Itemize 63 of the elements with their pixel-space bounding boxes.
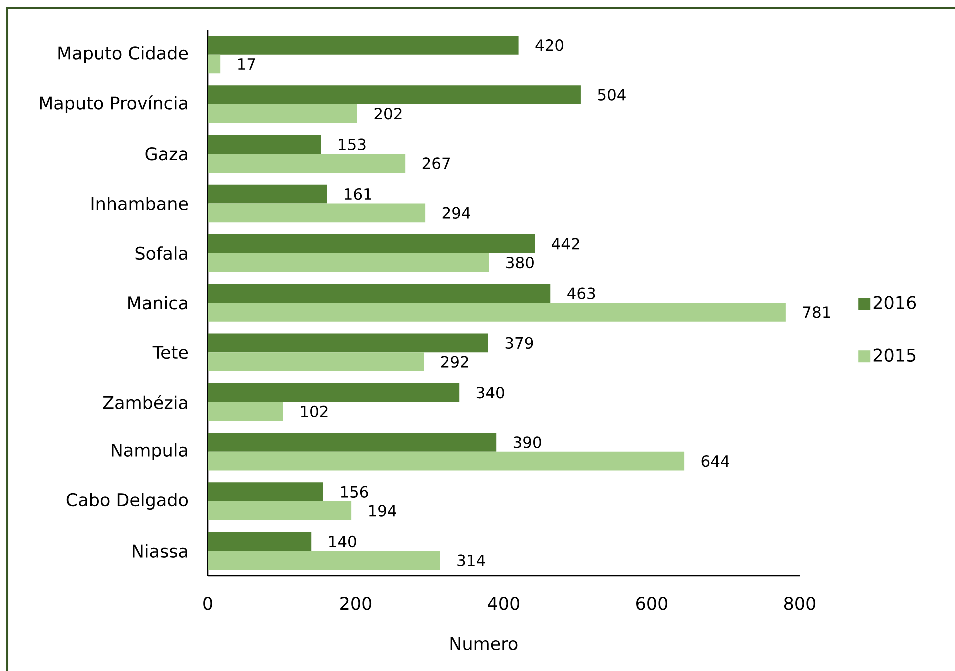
data-label: 156	[341, 486, 368, 498]
y-tick-label: Tete	[152, 346, 188, 360]
y-tick-label: Maputo Província	[40, 96, 188, 114]
bar	[208, 36, 519, 55]
y-tick-label: Maputo Cidade	[58, 46, 188, 64]
x-tick-label: 600	[636, 597, 668, 610]
bar	[208, 234, 536, 254]
x-tick-label: 200	[340, 597, 372, 610]
data-label: 644	[702, 455, 730, 468]
data-label: 153	[339, 138, 366, 151]
data-label: 140	[330, 536, 356, 548]
bar	[208, 433, 497, 452]
bar	[208, 482, 324, 502]
bar	[208, 402, 284, 422]
data-label: 781	[803, 306, 830, 318]
data-label: 294	[442, 207, 470, 220]
data-label: 292	[441, 356, 468, 368]
bar	[208, 204, 426, 223]
bar	[208, 452, 685, 471]
bar	[208, 284, 551, 303]
bar	[208, 154, 406, 173]
bar	[208, 551, 440, 570]
data-label: 442	[552, 238, 580, 250]
bar	[208, 54, 221, 74]
data-label: 340	[476, 386, 504, 399]
bar	[208, 104, 358, 124]
data-label: 314	[458, 554, 486, 566]
x-axis-title: Numero	[450, 637, 518, 650]
bar	[208, 135, 322, 154]
y-tick-label: Gaza	[146, 147, 188, 161]
x-tick-label: 0	[204, 597, 212, 610]
y-tick-label: Inhambane	[92, 196, 188, 210]
bar	[208, 352, 424, 372]
bar	[208, 86, 581, 104]
bar	[208, 184, 328, 204]
y-tick-label: Zambézia	[103, 395, 188, 410]
data-label: 380	[506, 256, 534, 269]
bar	[208, 502, 352, 520]
data-label: 102	[301, 406, 328, 418]
data-label: 161	[345, 188, 372, 200]
legend-label: 2016	[874, 296, 916, 310]
data-label: 267	[422, 158, 450, 170]
y-tick-label: Cabo Delgado	[66, 493, 188, 510]
y-tick-label: Niassa	[133, 544, 188, 558]
y-tick-label: Nampula	[112, 443, 188, 460]
x-tick-label: 400	[488, 597, 520, 610]
data-label: 420	[536, 40, 564, 52]
data-label: 504	[598, 89, 626, 101]
data-label: 202	[374, 108, 402, 120]
data-label: 390	[514, 436, 542, 448]
legend-label: 2015	[874, 348, 916, 362]
data-label: 379	[506, 337, 534, 350]
bar	[208, 253, 490, 272]
data-label: 17	[238, 58, 256, 70]
y-tick-label: Manica	[128, 296, 188, 310]
bar	[208, 334, 488, 353]
bar	[208, 302, 786, 322]
x-tick-label: 800	[784, 597, 816, 610]
data-label: 463	[568, 288, 596, 300]
bar	[208, 383, 460, 402]
bar	[208, 532, 312, 552]
y-tick-label: Sofala	[136, 246, 188, 260]
data-label: 194	[369, 505, 396, 517]
